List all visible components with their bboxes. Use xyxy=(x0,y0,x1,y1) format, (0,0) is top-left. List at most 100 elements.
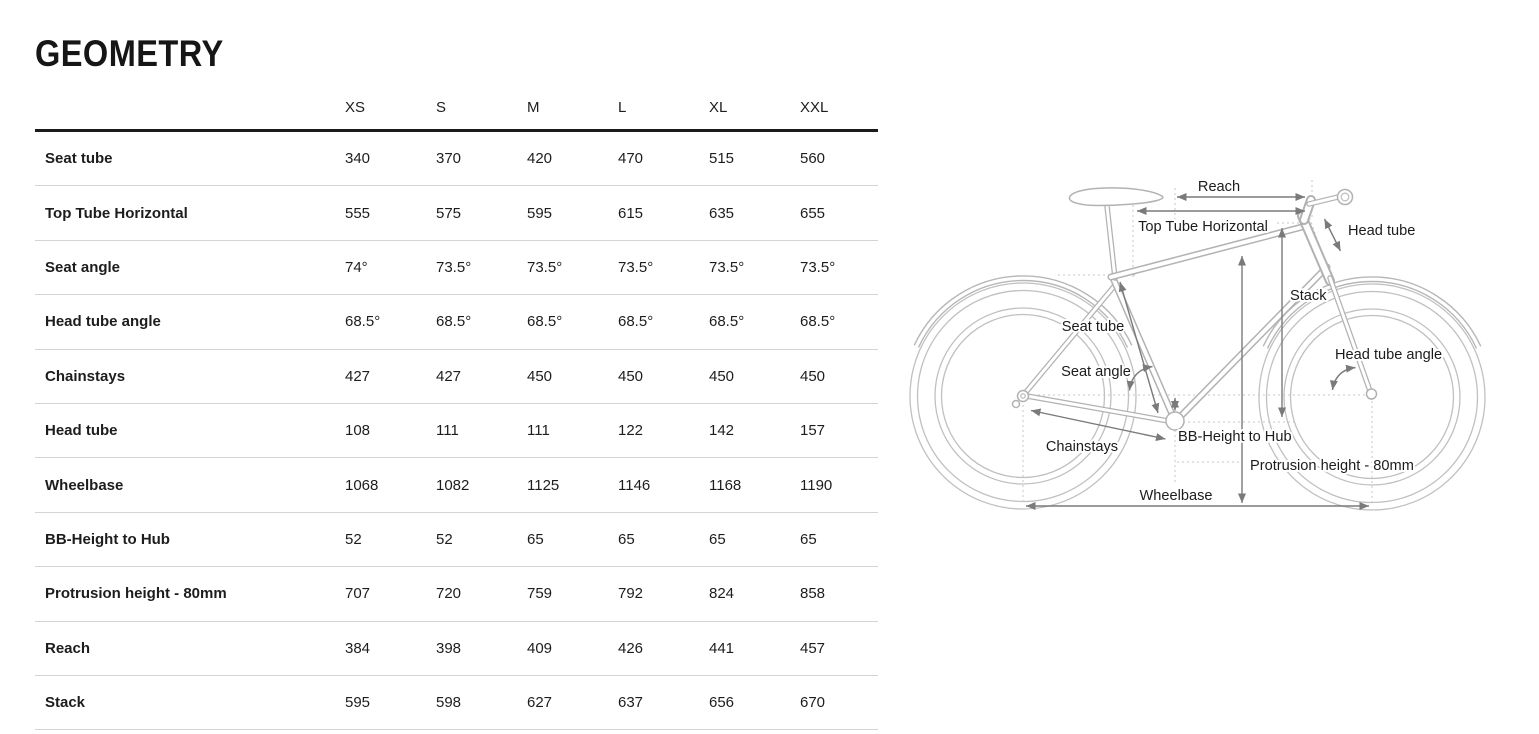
value-cell: 615 xyxy=(618,204,644,222)
row-label: Top Tube Horizontal xyxy=(45,204,188,222)
row-label: Chainstays xyxy=(45,367,126,385)
value-cell: 627 xyxy=(527,694,553,712)
value-cell: 73.5° xyxy=(618,258,654,276)
value-cell: 670 xyxy=(800,694,826,712)
row-label: BB-Height to Hub xyxy=(45,530,170,548)
table-row: BB-Height to Hub 52 52 65 65 65 65 xyxy=(35,513,878,568)
value-cell: 1168 xyxy=(709,476,742,494)
front-dropout xyxy=(1365,388,1378,400)
value-cell: 637 xyxy=(618,694,644,712)
value-cell: 65 xyxy=(618,530,635,548)
value-cell: 340 xyxy=(345,150,371,168)
value-cell: 560 xyxy=(800,150,826,168)
value-cell: 52 xyxy=(345,530,362,548)
table-row: Head tube 108 111 111 122 142 157 xyxy=(35,404,878,459)
head-tube-angle-label: Head tube angle xyxy=(1335,347,1442,363)
size-header-row: XS S M L XL XXL xyxy=(35,85,878,132)
value-cell: 720 xyxy=(436,585,462,603)
row-label: Wheelbase xyxy=(45,476,124,494)
value-cell: 68.5° xyxy=(618,313,654,331)
value-cell: 470 xyxy=(618,150,644,168)
value-cell: 427 xyxy=(436,367,462,385)
seat-tube-label: Seat tube xyxy=(1062,319,1124,335)
value-cell: 824 xyxy=(709,585,735,603)
value-cell: 108 xyxy=(345,422,371,440)
stack-label: Stack xyxy=(1290,288,1327,304)
geometry-table-body: Seat tube 340 370 420 470 515 560 Top Tube Hori… xyxy=(35,132,878,731)
value-cell: 655 xyxy=(800,204,826,222)
value-cell: 515 xyxy=(709,150,735,168)
seat-tube-arrow xyxy=(1118,281,1160,414)
value-cell: 1068 xyxy=(345,476,379,494)
value-cell: 68.5° xyxy=(527,313,563,331)
value-cell: 73.5° xyxy=(527,258,563,276)
value-cell: 74° xyxy=(345,258,368,276)
value-cell: 68.5° xyxy=(436,313,472,331)
table-row: Top Tube Horizontal 555 575 595 615 635 655 xyxy=(35,186,878,241)
value-cell: 142 xyxy=(709,422,735,440)
handlebar-grip xyxy=(1336,188,1354,206)
value-cell: 1125 xyxy=(527,476,560,494)
size-header-s: S xyxy=(436,98,447,116)
saddle xyxy=(1068,187,1164,207)
value-cell: 598 xyxy=(436,694,462,712)
value-cell: 111 xyxy=(527,422,550,440)
bb-height-to-hub-label: BB-Height to Hub xyxy=(1178,429,1292,445)
size-header-xl: XL xyxy=(709,98,728,116)
geometry-table: XS S M L XL XXL Seat tube 340 370 420 470 515 560 To… xyxy=(35,85,878,731)
size-header-l: L xyxy=(618,98,627,116)
value-cell: 759 xyxy=(527,585,553,603)
size-header-m: M xyxy=(527,98,540,116)
value-cell: 707 xyxy=(345,585,371,603)
value-cell: 398 xyxy=(436,639,462,657)
value-cell: 450 xyxy=(709,367,735,385)
value-cell: 595 xyxy=(527,204,553,222)
table-row: Chainstays 427 427 450 450 450 450 xyxy=(35,350,878,404)
row-label: Seat tube xyxy=(45,150,113,168)
value-cell: 68.5° xyxy=(800,313,836,331)
value-cell: 1146 xyxy=(618,476,651,494)
head-tube-angle-arc xyxy=(1329,364,1356,391)
size-header-xxl: XXL xyxy=(800,98,829,116)
value-cell: 65 xyxy=(800,530,817,548)
row-label: Reach xyxy=(45,639,91,657)
rear-hub xyxy=(1016,389,1030,403)
value-cell: 384 xyxy=(345,639,371,657)
value-cell: 426 xyxy=(618,639,644,657)
value-cell: 450 xyxy=(800,367,826,385)
row-label: Head tube xyxy=(45,422,118,440)
value-cell: 457 xyxy=(800,639,826,657)
chainstays-arrow xyxy=(1030,408,1166,441)
protrusion-height-label: Protrusion height - 80mm xyxy=(1250,458,1414,474)
row-label: Stack xyxy=(45,694,86,712)
value-cell: 450 xyxy=(618,367,644,385)
table-row: Seat tube 340 370 420 470 515 560 xyxy=(35,132,878,187)
table-row: Wheelbase 1068 1082 1125 1146 1168 1190 xyxy=(35,458,878,513)
rear-wheel xyxy=(909,275,1137,510)
value-cell: 370 xyxy=(436,150,462,168)
value-cell: 122 xyxy=(618,422,644,440)
diagram-labels: Reach Top Tube Horizontal Head tube Stac… xyxy=(1044,177,1444,506)
value-cell: 68.5° xyxy=(345,313,381,331)
value-cell: 1082 xyxy=(436,476,470,494)
wheelbase-label: Wheelbase xyxy=(1139,488,1212,504)
value-cell: 450 xyxy=(527,367,553,385)
value-cell: 73.5° xyxy=(800,258,836,276)
table-row: Head tube angle 68.5° 68.5° 68.5° 68.5° 68.5°… xyxy=(35,295,878,350)
page-title: GEOMETRY xyxy=(35,33,224,74)
construction-lines xyxy=(1022,180,1373,505)
value-cell: 420 xyxy=(527,150,553,168)
value-cell: 68.5° xyxy=(709,313,745,331)
dimension-arrows xyxy=(1026,193,1369,510)
bike-frame xyxy=(1011,187,1378,431)
table-row: Protrusion height - 80mm 707 720 759 792 824 8… xyxy=(35,567,878,622)
row-label: Head tube angle xyxy=(45,313,161,331)
chainstays-label: Chainstays xyxy=(1046,439,1118,455)
value-cell: 52 xyxy=(436,530,453,548)
value-cell: 111 xyxy=(436,422,459,440)
table-row: Stack 595 598 627 637 656 670 xyxy=(35,676,878,731)
value-cell: 409 xyxy=(527,639,553,657)
bottom-bracket xyxy=(1165,411,1185,431)
value-cell: 555 xyxy=(345,204,371,222)
